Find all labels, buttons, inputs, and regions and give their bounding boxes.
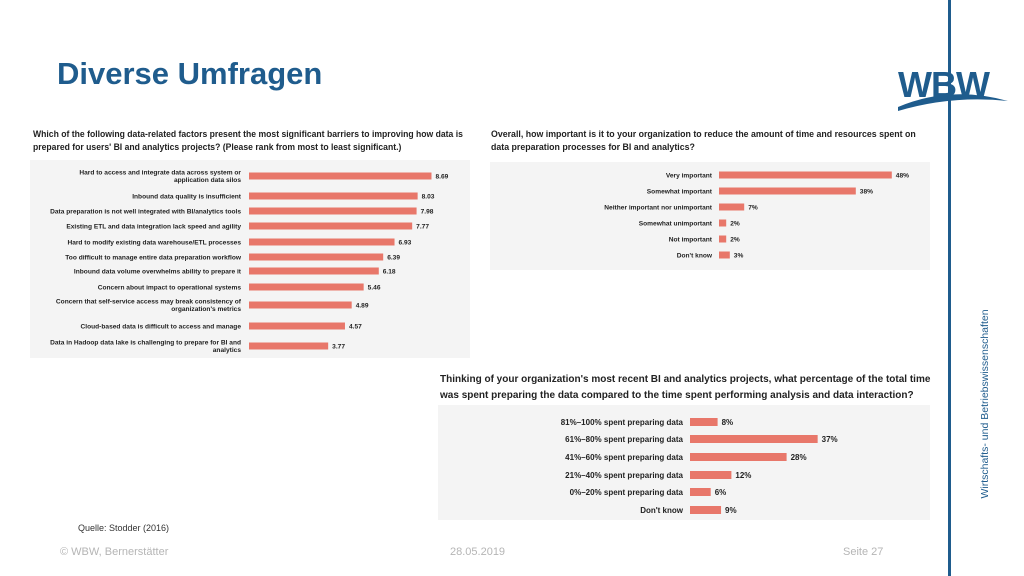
chart-2-bar [719, 171, 892, 179]
chart-3-category-label: 81%–100% spent preparing data [561, 418, 684, 427]
chart-2-bar [719, 187, 856, 195]
logo-text: WBW [898, 64, 990, 105]
chart-1-category-label: Hard to access and integrate data across… [79, 170, 241, 185]
chart-1-value-label: 8.03 [422, 193, 435, 200]
chart-2-importance: Very important 48% Somewhat important 38% Ne… [604, 171, 909, 259]
chart-2-question-line-1: Overall, how important is it to your org… [491, 129, 916, 139]
chart-3-bar [690, 435, 818, 443]
chart-2-value-label: 2% [730, 236, 740, 243]
chart-2-value-label: 38% [860, 188, 873, 195]
chart-1-bar [249, 222, 413, 230]
chart-3-bar [690, 471, 732, 479]
chart-3-value-label: 8% [722, 418, 734, 427]
chart-1-barriers: Hard to access and integrate data across… [50, 170, 449, 355]
chart-3-bar [690, 488, 711, 496]
chart-2-category-label: Very important [666, 172, 713, 179]
chart-1-value-label: 8.69 [435, 173, 448, 180]
chart-1-bar [249, 253, 384, 261]
chart-1-bar [249, 192, 418, 200]
chart-1-category-label: Concern that self-service access may bre… [56, 299, 242, 314]
chart-2-value-label: 7% [748, 204, 758, 211]
chart-1-value-label: 7.98 [421, 208, 434, 215]
chart-1-bar [249, 207, 417, 215]
chart-1-bar [249, 172, 432, 180]
chart-1-value-label: 4.57 [349, 323, 362, 330]
chart-1-question: Which of the following data-related fact… [33, 128, 463, 154]
chart-1-value-label: 6.39 [387, 254, 400, 261]
chart-2-value-label: 48% [896, 172, 909, 179]
footer-page-number: Seite 27 [843, 546, 884, 558]
chart-3-category-label: 21%–40% spent preparing data [565, 471, 683, 480]
footer-date: 28.05.2019 [450, 546, 506, 558]
chart-1-category-label: Data in Hadoop data lake is challenging … [50, 340, 241, 355]
chart-3-bar [690, 506, 722, 514]
chart-2-question: Overall, how important is it to your org… [491, 128, 916, 154]
chart-1-value-label: 6.93 [399, 239, 412, 246]
chart-3-value-label: 6% [715, 488, 727, 497]
wbw-logo: WBW [898, 64, 1008, 111]
chart-1-value-label: 3.77 [332, 343, 345, 350]
chart-1-question-line-1: Which of the following data-related fact… [33, 129, 463, 139]
chart-1-bar [249, 301, 352, 309]
chart-3-category-label: 61%–80% spent preparing data [565, 435, 683, 444]
chart-2-bar [719, 219, 727, 227]
chart-1-panel: Hard to access and integrate data across… [30, 160, 470, 358]
chart-1-value-label: 7.77 [416, 223, 429, 230]
chart-1-category-label: Inbound data volume overwhelms ability t… [74, 268, 242, 275]
source-note: Quelle: Stodder (2016) [78, 523, 170, 533]
chart-1-bar [249, 322, 345, 330]
chart-3-question-line-1: Thinking of your organization's most rec… [440, 374, 931, 385]
chart-2-bar [719, 251, 730, 259]
chart-1-category-label: Cloud-based data is difficult to access … [81, 323, 242, 330]
chart-3-category-label: 0%–20% spent preparing data [570, 488, 684, 497]
chart-1-category-label: Existing ETL and data integration lack s… [66, 223, 241, 230]
chart-3-category-label: 41%–60% spent preparing data [565, 453, 683, 462]
footer-copyright: © WBW, Bernerstätter [60, 546, 169, 558]
chart-2-bar [719, 235, 727, 243]
chart-3-value-label: 12% [735, 471, 751, 480]
chart-1-value-label: 4.89 [356, 302, 369, 309]
chart-2-value-label: 2% [730, 220, 740, 227]
logo-swoosh [898, 94, 1008, 111]
chart-3-value-label: 9% [725, 506, 737, 515]
chart-2-category-label: Not important [669, 236, 713, 243]
chart-2-category-label: Neither important nor unimportant [604, 204, 713, 211]
chart-3-bar [690, 418, 718, 426]
chart-1-category-label: Concern about impact to operational syst… [98, 284, 242, 291]
chart-3-value-label: 28% [791, 453, 807, 462]
chart-1-category-label: Data preparation is not well integrated … [50, 208, 241, 215]
chart-1-value-label: 6.18 [383, 268, 396, 275]
chart-3-value-label: 37% [822, 435, 838, 444]
chart-2-value-label: 3% [734, 252, 744, 259]
chart-1-question-line-2: prepared for users' BI and analytics pro… [33, 142, 402, 153]
chart-1-category-label: Inbound data quality is insufficient [132, 193, 242, 200]
chart-2-category-label: Somewhat unimportant [639, 220, 713, 227]
chart-1-bar [249, 238, 395, 246]
chart-1-bar [249, 342, 329, 350]
chart-3-question-line-2: was spent preparing the data compared to… [440, 389, 914, 401]
chart-3-question: Thinking of your organization's most rec… [440, 372, 930, 404]
chart-3-panel: 81%–100% spent preparing data 8% 61%–80% s… [438, 405, 930, 520]
chart-2-panel: Very important 48% Somewhat important 38% Ne… [490, 162, 930, 270]
chart-2-category-label: Don't know [677, 252, 713, 259]
chart-3-time-spent: 81%–100% spent preparing data 8% 61%–80% s… [561, 418, 838, 515]
chart-2-category-label: Somewhat important [647, 188, 713, 195]
chart-2-question-line-2: data preparation processes for BI and an… [491, 142, 695, 153]
chart-3-bar [690, 453, 787, 461]
chart-1-category-label: Hard to modify existing data warehouse/E… [67, 239, 241, 246]
chart-3-category-label: Don't know [640, 506, 684, 515]
chart-1-bar [249, 267, 379, 275]
chart-1-category-label: Too difficult to manage entire data prep… [65, 254, 242, 261]
right-divider [948, 0, 951, 576]
vertical-department-label: Wirtschafts- und Betriebswissenschaften [979, 309, 991, 499]
chart-2-bar [719, 203, 745, 211]
page-title: Diverse Umfragen [57, 56, 323, 91]
chart-1-bar [249, 283, 364, 291]
chart-1-value-label: 5.46 [368, 284, 381, 291]
